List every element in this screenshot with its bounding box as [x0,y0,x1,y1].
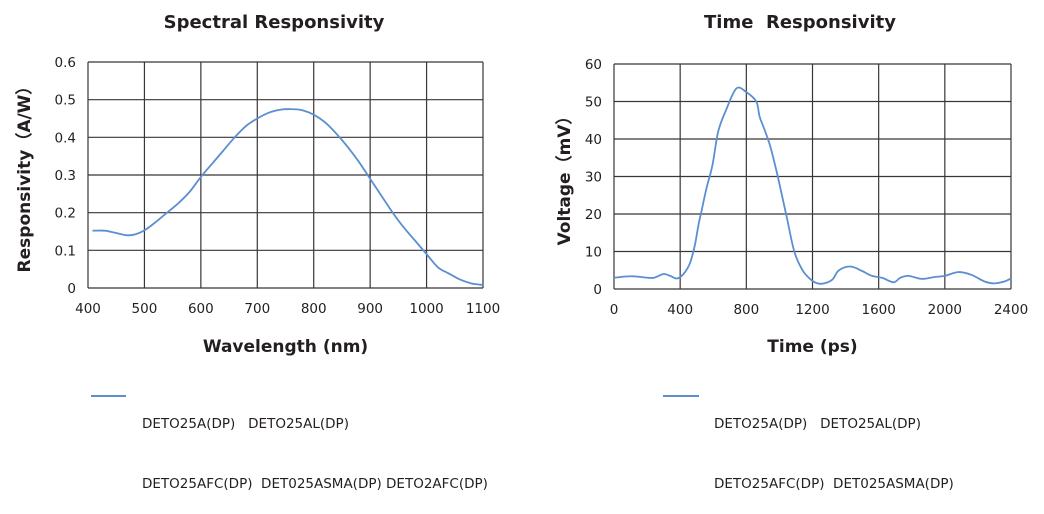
time-y-axis-label: Voltage（mV） [554,108,575,246]
spectral-legend-line-2: DETO25AFC(DP) DET025ASMA(DP) DETO2AFC(DP… [142,476,488,492]
spectral-y-tick-label: 0.1 [55,243,76,259]
time-legend-line-2: DETO25AFC(DP) DET025ASMA(DP) [714,476,954,492]
time-x-tick-label: 2000 [928,302,962,318]
time-x-tick-label: 1200 [795,302,829,318]
time-x-axis-label: Time (ps) [767,337,857,357]
spectral-y-tick-label: 0.3 [55,168,76,184]
spectral-x-tick-label: 1100 [466,301,500,317]
spectral-x-tick-label: 800 [301,301,327,317]
time-y-tick-label: 0 [593,282,602,298]
time-chart-title: Time Responsivity [704,12,896,33]
spectral-x-tick-label: 500 [132,301,158,317]
spectral-y-tick-label: 0.5 [55,93,76,109]
time-x-tick-label: 800 [733,302,759,318]
spectral-x-tick-label: 900 [357,301,383,317]
time-x-tick-label: 1600 [861,302,895,318]
spectral-legend-line-1: DETO25A(DP) DETO25AL(DP) [142,416,349,432]
spectral-chart-title: Spectral Responsivity [163,12,385,33]
spectral-legend-swatch [91,395,126,397]
spectral-y-tick-label: 0 [67,281,76,297]
time-x-tick-label: 400 [667,302,693,318]
time-x-tick-label: 0 [610,302,619,318]
time-y-tick-label: 30 [585,170,602,186]
spectral-x-tick-label: 600 [188,301,214,317]
spectral-y-axis-label: Responsivity（A/W） [14,78,35,273]
time-series-line [613,86,1012,285]
time-y-tick-label: 20 [585,207,602,223]
time-y-tick-label: 40 [585,132,602,148]
spectral-x-tick-label: 400 [75,301,101,317]
time-y-tick-label: 50 [585,95,602,111]
time-y-tick-label: 10 [585,245,602,261]
spectral-y-tick-label: 0.4 [55,130,76,146]
spectral-y-tick-label: 0.6 [55,55,76,71]
spectral-legend: DETO25A(DP) DETO25AL(DP) DETO25AFC(DP) D… [142,374,488,514]
spectral-y-tick-label: 0.2 [55,206,76,222]
spectral-x-tick-label: 700 [244,301,270,317]
time-y-tick-label: 60 [585,57,602,73]
spectral-x-axis-label: Wavelength (nm) [203,337,368,357]
time-legend: DETO25A(DP) DETO25AL(DP) DETO25AFC(DP) D… [714,374,954,514]
charts-canvas: 400 500 600 700 800 900 1000 110000.10.20.30.40… [14,55,1028,357]
spectral-series-line [92,108,484,286]
time-legend-line-1: DETO25A(DP) DETO25AL(DP) [714,416,921,432]
spectral-x-tick-label: 1000 [409,301,443,317]
time-legend-swatch [663,395,699,397]
time-x-tick-label: 2400 [994,302,1028,318]
